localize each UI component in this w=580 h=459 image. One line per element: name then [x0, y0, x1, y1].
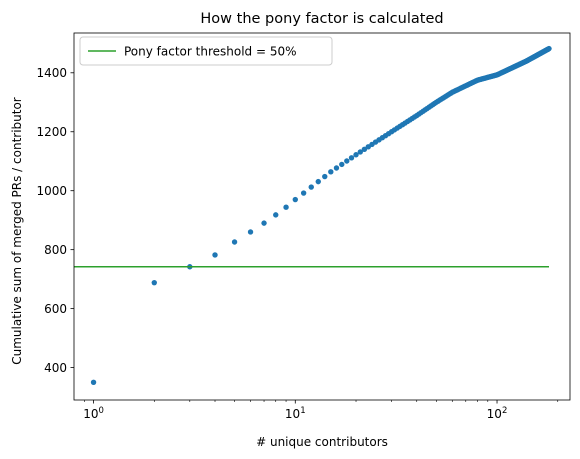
legend-label-threshold: Pony factor threshold = 50%: [124, 45, 297, 59]
x-axis-ticks: 100 101 102: [83, 400, 559, 421]
y-axis-ticks: 400 600 800 1000 1200 1400: [36, 66, 74, 375]
x-tick-label: 101: [285, 406, 306, 421]
plot-area-frame: [73, 32, 571, 401]
data-point: [322, 173, 328, 180]
data-point: [231, 239, 238, 245]
data-point: [357, 149, 363, 155]
data-point: [339, 161, 345, 168]
data-point: [344, 158, 350, 164]
data-point: [353, 152, 359, 158]
data-point: [308, 184, 314, 190]
data-point: [315, 178, 321, 185]
x-tick-label: 102: [487, 406, 508, 421]
data-point: [273, 212, 279, 218]
chart-title: How the pony factor is calculated: [200, 11, 443, 27]
y-tick-label: 1000: [36, 184, 67, 198]
data-point: [283, 204, 289, 210]
y-tick-label: 1200: [36, 125, 67, 139]
data-point: [151, 279, 157, 286]
data-point: [333, 165, 340, 171]
data-point: [212, 252, 218, 258]
legend: Pony factor threshold = 50%: [79, 36, 333, 66]
data-point: [361, 146, 368, 153]
data-point: [300, 190, 307, 196]
y-tick-label: 400: [44, 361, 67, 375]
data-point: [348, 155, 355, 161]
data-point: [546, 45, 552, 52]
data-point: [328, 169, 334, 175]
y-tick-label: 800: [44, 243, 67, 257]
x-tick-label: 100: [83, 406, 104, 421]
data-points: [90, 45, 552, 386]
legend-box: [79, 36, 333, 66]
data-point: [247, 229, 254, 235]
data-point: [90, 379, 97, 386]
y-axis-label: Cumulative sum of merged PRs / contribut…: [10, 97, 24, 365]
y-tick-label: 1400: [36, 66, 67, 80]
data-point: [261, 220, 267, 226]
data-point: [292, 196, 298, 203]
y-tick-label: 600: [44, 302, 67, 316]
x-axis-label: # unique contributors: [256, 435, 388, 449]
